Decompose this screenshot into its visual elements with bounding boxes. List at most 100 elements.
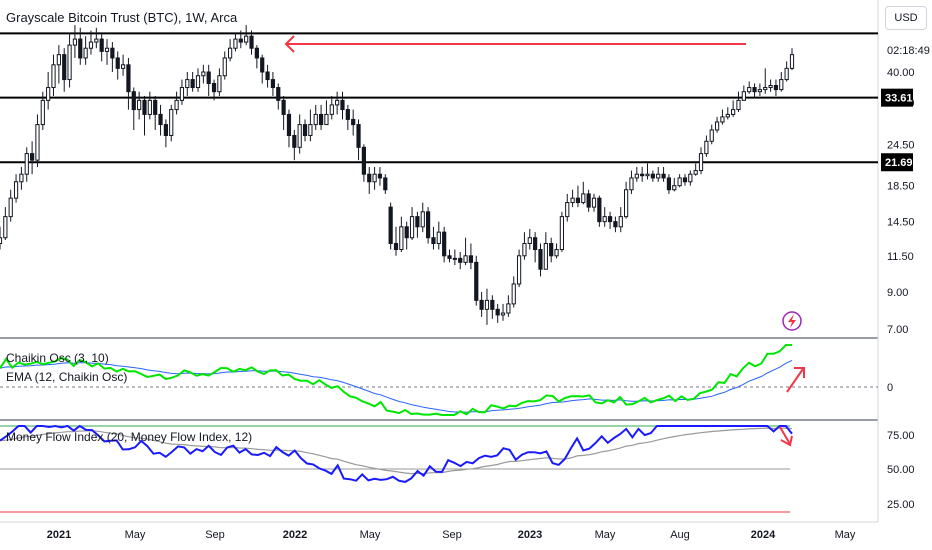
candle xyxy=(474,255,479,306)
time-tick: 2021 xyxy=(47,529,71,541)
candle xyxy=(543,232,548,270)
candle xyxy=(484,288,490,325)
arrow-head xyxy=(780,435,793,447)
level-badge-bg xyxy=(881,153,913,172)
mfi-tick: 50.00 xyxy=(887,464,915,476)
candle xyxy=(640,167,645,182)
candle xyxy=(650,170,655,182)
chart-title: Grayscale Bitcoin Trust (BTC), 1W, Arca xyxy=(6,10,238,25)
candle xyxy=(506,295,511,317)
candle xyxy=(228,39,233,62)
candle xyxy=(297,114,302,154)
level-badge-bg xyxy=(881,88,913,107)
candle xyxy=(736,91,741,112)
candle xyxy=(447,249,452,263)
candle xyxy=(233,33,238,52)
candle xyxy=(426,207,431,244)
candle xyxy=(104,39,110,65)
candle xyxy=(698,147,704,175)
mfi-axis-ticks: 75.00 50.00 25.00 xyxy=(887,430,915,511)
candle xyxy=(575,185,581,208)
time-tick: 2024 xyxy=(751,529,776,541)
arrow-head xyxy=(284,35,295,53)
candle xyxy=(747,81,752,94)
price-tick: 18.50 xyxy=(887,181,915,193)
candle xyxy=(302,119,308,142)
candle xyxy=(217,68,222,96)
price-tick: 14.50 xyxy=(887,217,915,229)
candle xyxy=(377,167,383,186)
candle xyxy=(190,72,195,92)
mfi-label: Money Flow Index (20, Money Flow Index, … xyxy=(6,430,252,444)
candle xyxy=(238,30,243,49)
candle xyxy=(211,79,217,101)
candle xyxy=(153,95,158,130)
price-tick: 24.50 xyxy=(887,139,915,151)
candle xyxy=(511,276,516,308)
candle xyxy=(169,104,174,142)
countdown-label: 02:18:49 xyxy=(887,45,930,57)
candle xyxy=(581,181,586,205)
candle xyxy=(94,27,99,49)
price-tick: 9.00 xyxy=(887,287,908,299)
chaikin-ema-label: EMA (12, Chaikin Osc) xyxy=(6,370,127,384)
candle xyxy=(570,189,575,208)
candle xyxy=(286,109,292,148)
candle xyxy=(244,25,249,46)
time-tick: Sep xyxy=(442,529,462,541)
candle xyxy=(308,109,313,142)
candle xyxy=(179,79,185,105)
candle xyxy=(345,104,350,130)
level-badges: 33.61 21.69 xyxy=(881,88,913,172)
candle xyxy=(463,237,468,266)
mfi-tick: 25.00 xyxy=(887,499,915,511)
candle xyxy=(458,252,463,270)
candle xyxy=(527,228,532,250)
candle xyxy=(559,211,564,253)
currency-button[interactable]: USD xyxy=(885,6,927,30)
candle xyxy=(147,91,152,120)
time-tick: May xyxy=(595,529,616,541)
candle xyxy=(83,36,88,65)
candle xyxy=(206,64,211,96)
candle xyxy=(46,72,51,110)
chaikin-zero-tick: 0 xyxy=(887,382,893,394)
candle xyxy=(335,91,340,115)
candle xyxy=(538,243,543,277)
candle xyxy=(490,295,495,319)
candle xyxy=(554,243,559,259)
candle xyxy=(709,124,714,145)
candle xyxy=(120,54,126,76)
candle xyxy=(137,91,142,120)
candle xyxy=(340,91,345,120)
mfi-line xyxy=(0,424,793,483)
candle xyxy=(393,226,399,256)
candle xyxy=(436,221,441,250)
candle xyxy=(565,193,570,222)
candle xyxy=(624,181,629,219)
candle xyxy=(768,79,773,92)
candle xyxy=(40,91,45,130)
candle xyxy=(3,207,8,241)
chaikin-ema-line xyxy=(0,359,793,413)
price-tick: 11.50 xyxy=(887,251,914,263)
candle xyxy=(142,95,147,136)
candle xyxy=(163,119,168,148)
candle xyxy=(677,174,682,188)
candle xyxy=(388,202,393,250)
candle xyxy=(24,147,29,182)
candle xyxy=(607,211,613,229)
candle xyxy=(367,167,372,194)
candle xyxy=(779,72,784,92)
time-tick: 2023 xyxy=(518,529,542,541)
candle xyxy=(351,109,356,136)
candle xyxy=(131,87,136,130)
lightning-icon[interactable] xyxy=(782,311,802,331)
candle xyxy=(591,193,597,212)
candle xyxy=(30,141,35,175)
candle xyxy=(174,91,179,115)
red-arrow-annotation xyxy=(284,35,746,53)
candle xyxy=(784,61,789,82)
candle xyxy=(704,135,709,157)
